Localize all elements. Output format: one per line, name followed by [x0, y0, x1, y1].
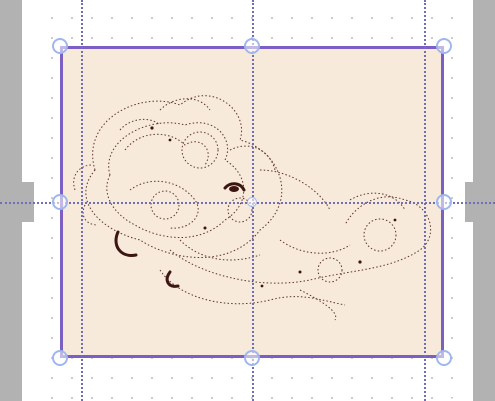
resize-handle-bottom-right[interactable]	[436, 350, 452, 366]
resize-handle-bottom-left[interactable]	[52, 350, 68, 366]
resize-handle-top-center[interactable]	[244, 38, 260, 54]
resize-handle-bottom-center[interactable]	[244, 350, 260, 366]
resize-handle-middle-left[interactable]	[52, 194, 68, 210]
vertical-guide-left[interactable]	[81, 0, 83, 401]
resize-handle-middle-right[interactable]	[436, 194, 452, 210]
resize-handle-top-left[interactable]	[52, 38, 68, 54]
right-panel-edge	[473, 0, 495, 401]
center-point-handle[interactable]	[247, 197, 257, 207]
resize-handle-top-right[interactable]	[436, 38, 452, 54]
left-panel-edge	[0, 0, 22, 401]
vertical-guide-right[interactable]	[424, 0, 426, 401]
